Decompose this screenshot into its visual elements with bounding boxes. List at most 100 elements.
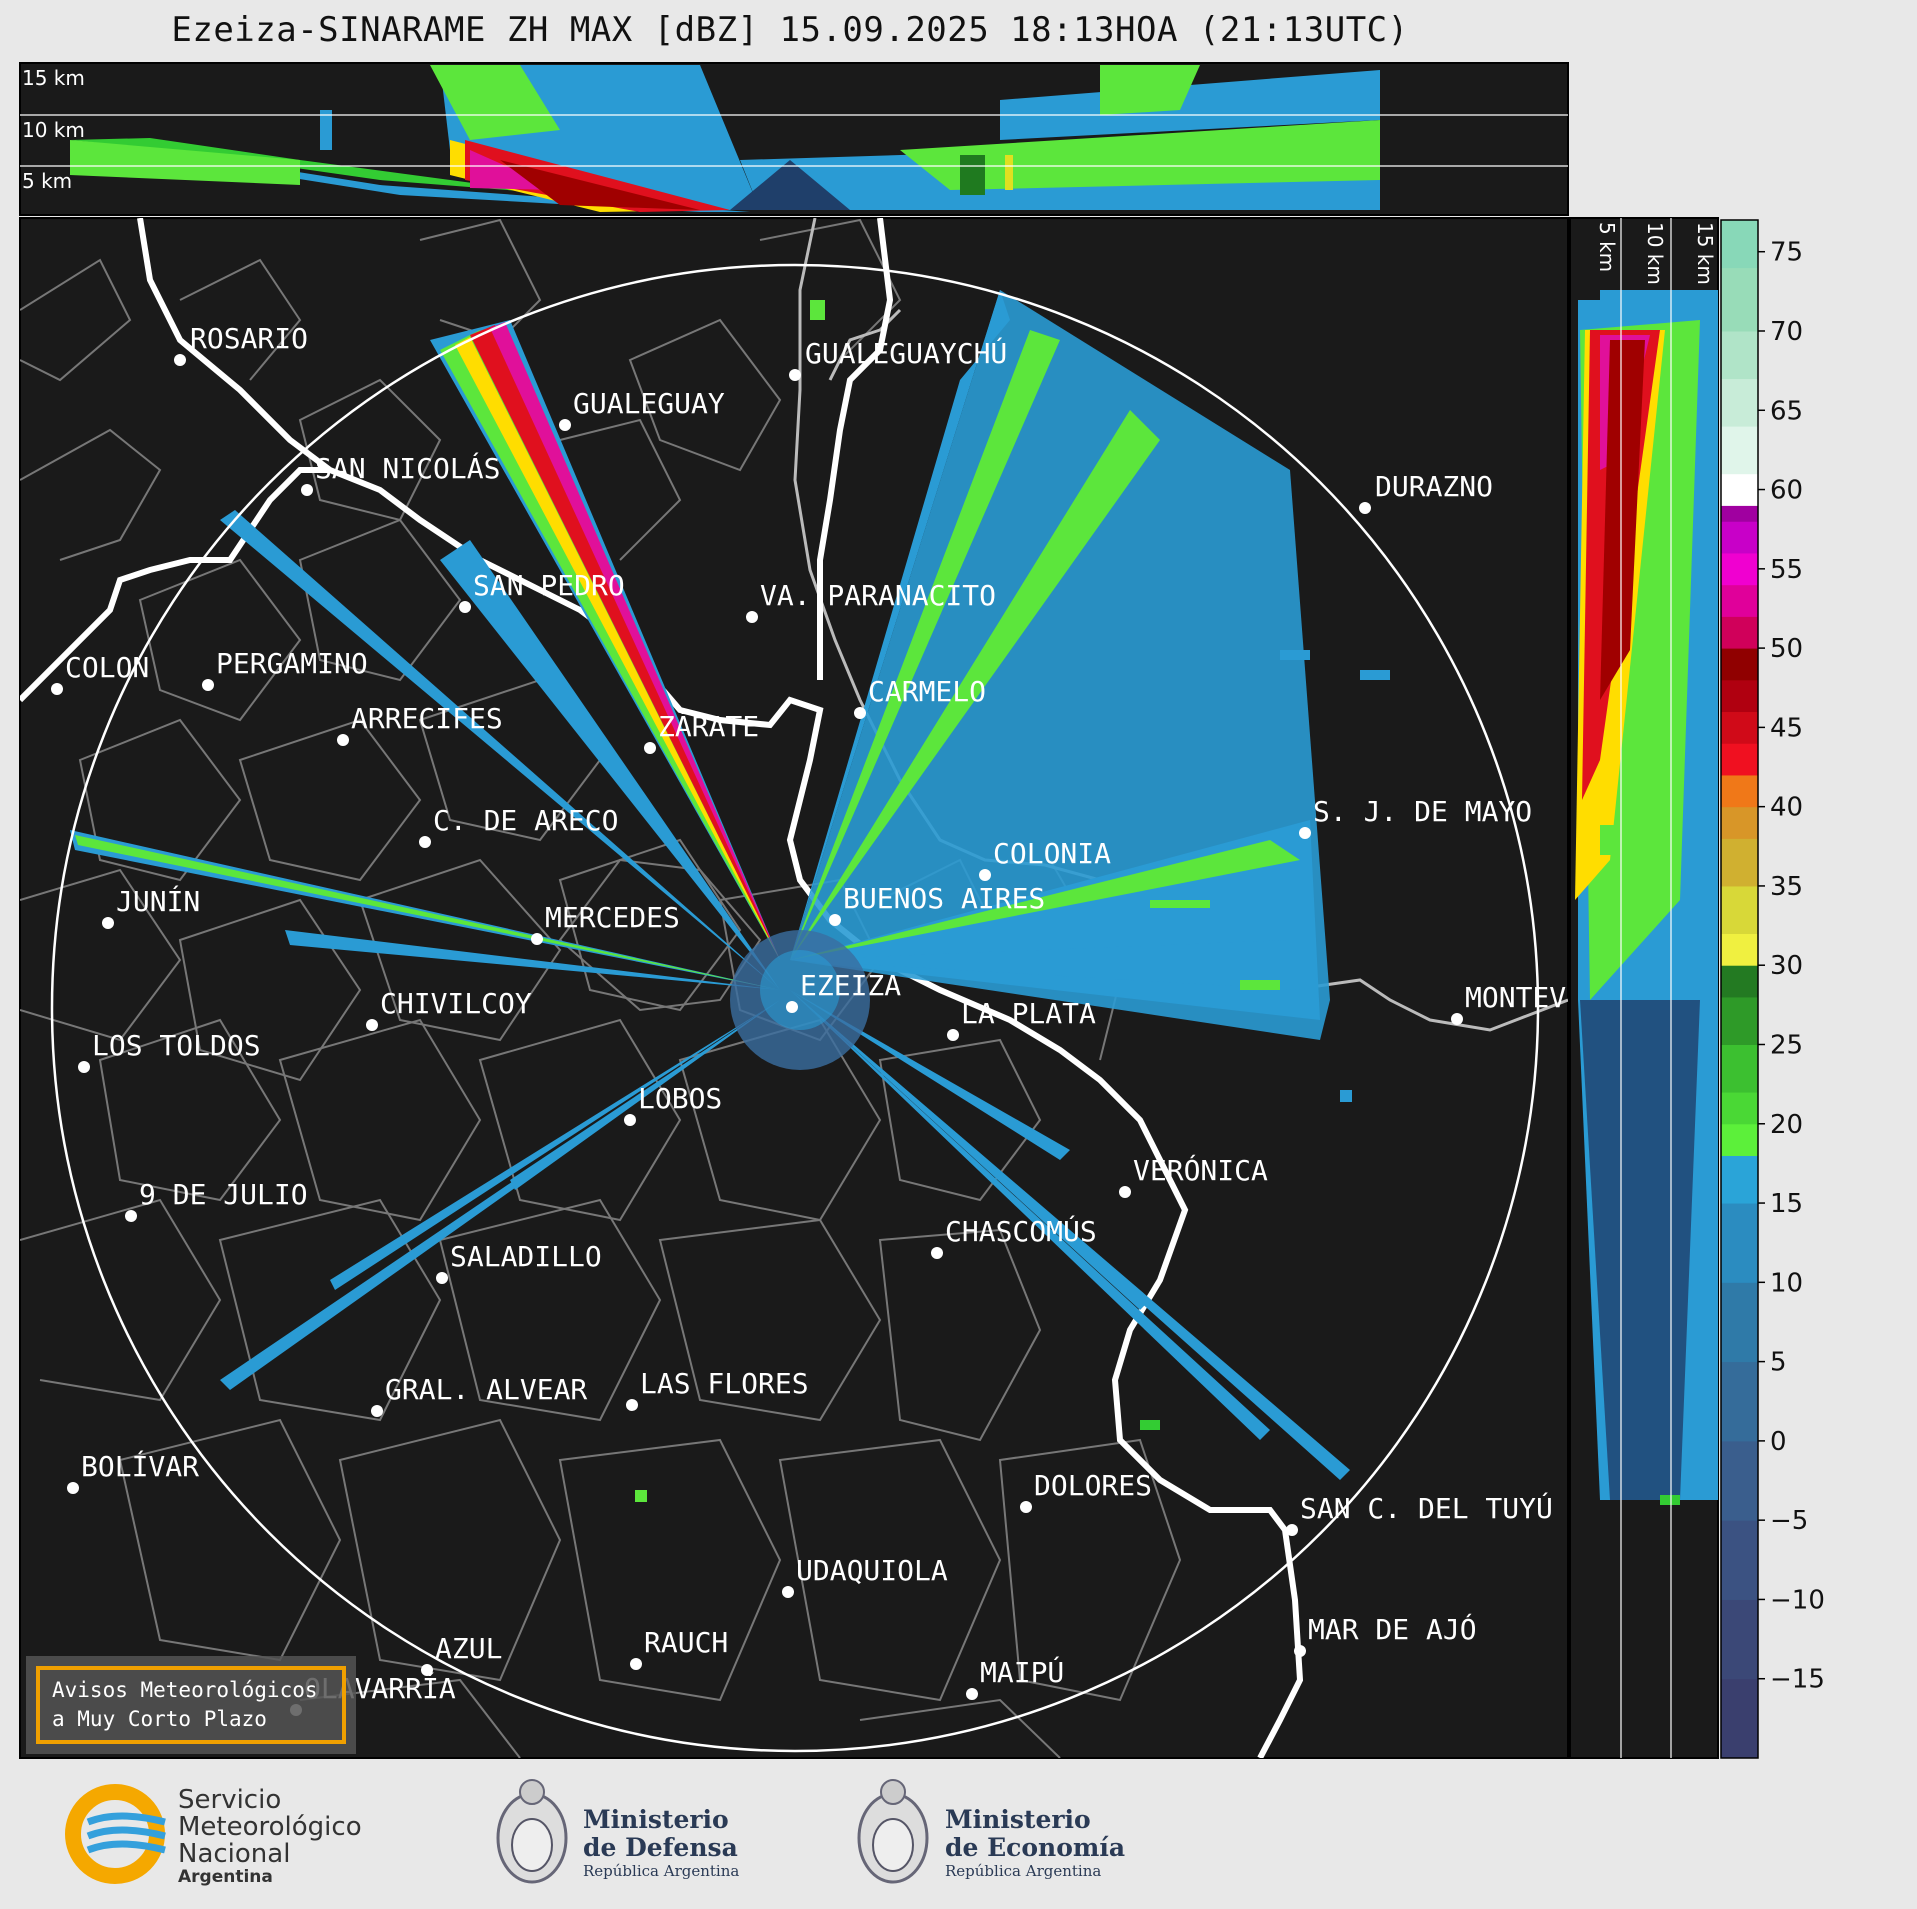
city-label: SALADILLO: [450, 1240, 602, 1273]
colorbar-tick-label: 60: [1770, 476, 1803, 506]
colorbar-band: [1721, 885, 1758, 935]
defensa-line-3: República Argentina: [583, 1862, 739, 1880]
city-label: LAS FLORES: [640, 1367, 809, 1400]
colorbar-band: [1721, 552, 1758, 586]
colorbar-band: [1721, 933, 1758, 966]
city-label: EZEIZA: [800, 969, 901, 1002]
city-marker: [746, 611, 758, 623]
top-altitude-label: 10 km: [22, 118, 85, 142]
notice-line-1: Avisos Meteorológicos: [52, 1678, 318, 1702]
colorbar-band: [1721, 505, 1758, 522]
city-label: MONTEVIDEO: [1465, 981, 1634, 1014]
colorbar-tick-label: −10: [1770, 1585, 1825, 1615]
city-label: SAN NICOLÁS: [315, 451, 500, 485]
colorbar-band: [1721, 378, 1758, 427]
economia-logo: Ministerio de Economía República Argenti…: [857, 1779, 1125, 1884]
colorbar-band: [1721, 679, 1758, 713]
city-label: UDAQUIOLA: [796, 1554, 948, 1587]
city-marker: [51, 683, 63, 695]
city-marker: [559, 419, 571, 431]
city-label: MERCEDES: [545, 901, 680, 934]
city-marker: [202, 679, 214, 691]
side-altitude-label: 5 km: [1595, 222, 1619, 272]
smn-line-3: Nacional: [178, 1839, 290, 1869]
notice-box[interactable]: Avisos Meteorológicos a Muy Corto Plazo: [26, 1656, 356, 1754]
city-marker: [789, 369, 801, 381]
city-marker: [966, 1688, 978, 1700]
colorbar-tick-label: 30: [1770, 951, 1803, 981]
city-label: COLON: [65, 651, 149, 684]
city-marker: [1359, 502, 1371, 514]
colorbar-band: [1721, 1155, 1758, 1204]
colorbar-frame: [1720, 219, 1759, 1759]
city-marker: [1119, 1186, 1131, 1198]
colorbar-tick-label: 75: [1770, 238, 1803, 268]
city-marker: [1294, 1645, 1306, 1657]
colorbar-band: [1721, 1361, 1758, 1442]
city-label: GUALEGUAY: [573, 387, 725, 420]
colorbar-band: [1721, 1678, 1758, 1759]
colorbar-band: [1721, 1203, 1758, 1283]
defensa-line-2: de Defensa: [583, 1833, 738, 1862]
city-marker: [419, 836, 431, 848]
city-marker: [979, 869, 991, 881]
city-label: PERGAMINO: [216, 647, 368, 680]
city-label: GRAL. ALVEAR: [385, 1373, 587, 1406]
city-marker: [644, 742, 656, 754]
colorbar-band: [1721, 267, 1758, 332]
city-marker: [421, 1664, 433, 1676]
economia-line-3: República Argentina: [945, 1862, 1101, 1880]
city-marker: [301, 484, 313, 496]
top-cross-section-echoes: [70, 65, 1380, 212]
city-label: LA PLATA: [961, 997, 1096, 1030]
economia-line-1: Ministerio: [945, 1805, 1091, 1834]
city-label: S. J. DE MAYO: [1313, 795, 1532, 828]
city-label: ARRECIFES: [351, 702, 503, 735]
city-marker: [947, 1029, 959, 1041]
city-label: LOS TOLDOS: [92, 1029, 261, 1062]
colorbar-tick-label: −15: [1770, 1665, 1825, 1695]
city-label: ROSARIO: [190, 322, 308, 355]
colorbar-band: [1721, 838, 1758, 887]
colorbar-band: [1721, 648, 1758, 681]
smn-line-2: Meteorológico: [178, 1812, 362, 1842]
radar-echoes: [70, 290, 1390, 1502]
colorbar-tick-label: 10: [1770, 1268, 1803, 1298]
city-label: CHASCOMÚS: [945, 1214, 1097, 1248]
colorbar-band: [1721, 1123, 1758, 1156]
city-label: VERÓNICA: [1133, 1153, 1268, 1187]
colorbar-tick-label: 0: [1770, 1427, 1787, 1457]
colorbar-band: [1721, 584, 1758, 617]
city-label: CHIVILCOY: [380, 987, 532, 1020]
city-marker: [371, 1405, 383, 1417]
city-label: DURAZNO: [1375, 470, 1493, 503]
city-marker: [78, 1061, 90, 1073]
smn-line-1: Servicio: [178, 1785, 281, 1815]
smn-logo: Servicio Meteorológico Nacional Argentin…: [65, 1784, 362, 1887]
city-marker: [626, 1399, 638, 1411]
colorbar-tick-label: 50: [1770, 634, 1803, 664]
city-marker: [1286, 1524, 1298, 1536]
city-marker: [829, 914, 841, 926]
colorbar-tick-label: 35: [1770, 872, 1803, 902]
colorbar-band: [1721, 965, 1758, 998]
smn-line-4: Argentina: [178, 1867, 273, 1887]
colorbar-band: [1721, 1044, 1758, 1093]
city-marker: [786, 1001, 798, 1013]
radar-range-ring: [50, 263, 1540, 1753]
side-altitude-label: 15 km: [1693, 222, 1717, 285]
colorbar-tick-label: 55: [1770, 555, 1803, 585]
defensa-logo: Ministerio de Defensa República Argentin…: [496, 1779, 739, 1884]
economia-line-2: de Economía: [945, 1833, 1125, 1862]
city-label: CARMELO: [868, 675, 986, 708]
colorbar-tick-label: −5: [1770, 1506, 1808, 1536]
colorbar-band: [1721, 330, 1758, 380]
colorbar-band: [1721, 521, 1758, 554]
city-marker: [630, 1658, 642, 1670]
city-label: SAN C. DEL TUYÚ: [1300, 1491, 1553, 1525]
city-label: AZUL: [435, 1632, 502, 1665]
colorbar-band: [1721, 1440, 1758, 1521]
city-marker: [174, 354, 186, 366]
city-marker: [102, 917, 114, 929]
